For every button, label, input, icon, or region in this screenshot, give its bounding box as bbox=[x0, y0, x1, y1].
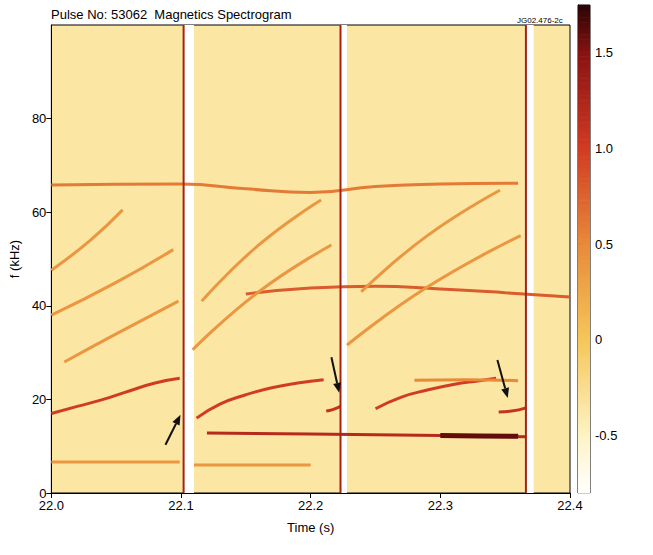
svg-text:0: 0 bbox=[595, 332, 602, 347]
svg-text:40: 40 bbox=[32, 298, 46, 313]
svg-text:Time (s): Time (s) bbox=[287, 520, 334, 535]
svg-text:80: 80 bbox=[32, 111, 46, 126]
svg-text:22.3: 22.3 bbox=[428, 498, 453, 513]
svg-text:JG02.476-2c: JG02.476-2c bbox=[517, 16, 563, 25]
svg-text:f (kHz): f (kHz) bbox=[7, 240, 22, 278]
svg-text:1.0: 1.0 bbox=[595, 141, 613, 156]
svg-text:22.4: 22.4 bbox=[557, 498, 582, 513]
svg-text:1.5: 1.5 bbox=[595, 45, 613, 60]
svg-text:22.1: 22.1 bbox=[168, 498, 193, 513]
svg-text:22.2: 22.2 bbox=[298, 498, 323, 513]
svg-text:0.5: 0.5 bbox=[595, 237, 613, 252]
svg-text:Pulse No: 53062 Magnetics Spe: Pulse No: 53062 Magnetics Spectrogram bbox=[51, 7, 292, 22]
svg-text:22.0: 22.0 bbox=[39, 498, 64, 513]
svg-text:0: 0 bbox=[39, 485, 47, 501]
svg-text:20: 20 bbox=[32, 392, 46, 407]
svg-text:60: 60 bbox=[32, 205, 46, 220]
svg-text:-0.5: -0.5 bbox=[595, 428, 617, 443]
